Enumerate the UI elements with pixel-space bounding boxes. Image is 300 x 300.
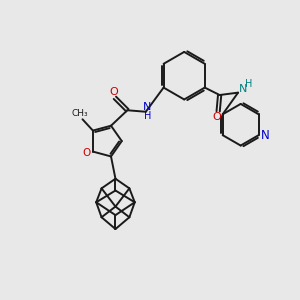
Text: N: N (261, 129, 270, 142)
Text: H: H (144, 111, 151, 121)
Text: N: N (143, 102, 152, 112)
Text: O: O (212, 112, 221, 122)
Text: H: H (245, 79, 252, 89)
Text: CH₃: CH₃ (72, 110, 88, 118)
Text: O: O (109, 87, 118, 98)
Text: N: N (239, 84, 248, 94)
Text: O: O (82, 148, 91, 158)
